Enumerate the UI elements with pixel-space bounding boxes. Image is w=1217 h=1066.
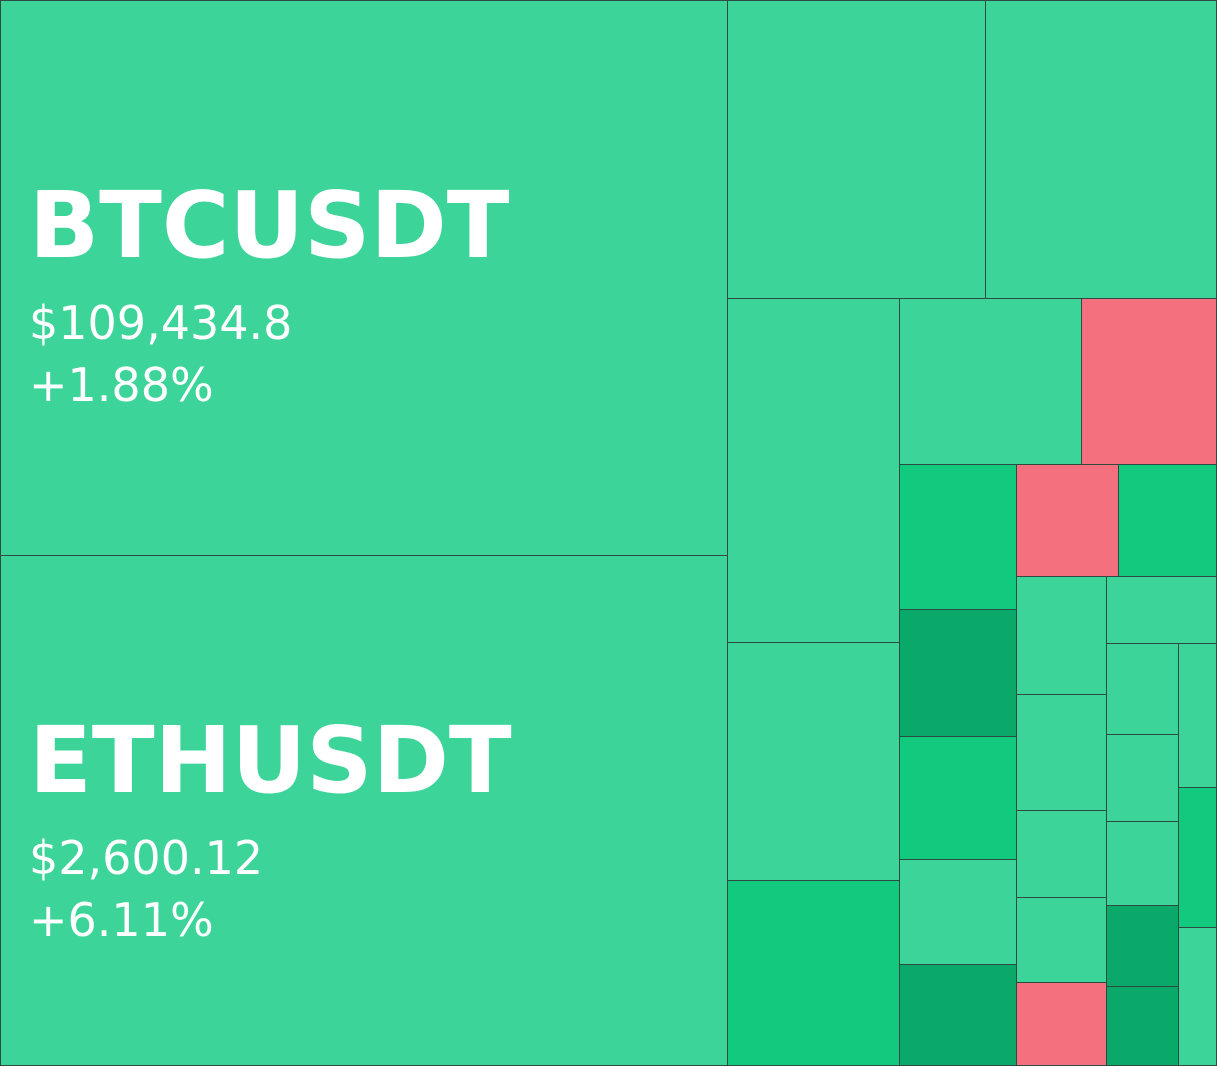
treemap-tile[interactable]: ETHUSDC$2,601.10+6.12% xyxy=(985,0,1217,299)
treemap-tile[interactable]: H YP xyxy=(1106,643,1179,735)
treemap-tile[interactable]: SK xyxy=(1106,986,1179,1066)
treemap-tile[interactable]: S xyxy=(1106,905,1179,987)
treemap-tile[interactable]: ETHUSDT $2,600.12 +6.11% xyxy=(0,555,728,1066)
tile-price: $109,434.8 xyxy=(29,296,293,350)
treemap-tile[interactable]: WIFU$0.9289+14.98% xyxy=(899,736,1017,860)
treemap-tile[interactable]: DOGEUSDT$0.17445+8.05% xyxy=(899,298,1082,465)
tile-price: $2,600.12 xyxy=(29,831,264,885)
treemap-tile[interactable]: AAV EUS xyxy=(1016,810,1107,898)
treemap-tile[interactable]: MOOD$0.19+42.15% xyxy=(899,609,1017,737)
treemap-tile[interactable]: BTCUSDT $109,434.8 +1.88% xyxy=(0,0,728,556)
treemap-tile[interactable]: LI N xyxy=(1106,734,1179,822)
treemap-tile[interactable]: AVAXU xyxy=(1106,576,1217,644)
treemap-tile[interactable] xyxy=(1178,643,1217,788)
treemap-tile[interactable]: 1000PEPEUS...$0.0106671+12.30% xyxy=(727,880,900,1066)
tile-symbol: BTCUSDT xyxy=(29,172,510,279)
tile-change: +6.11% xyxy=(29,893,214,947)
treemap-tile[interactable]: XR PU xyxy=(1106,821,1179,906)
treemap-tile[interactable]: BCH xyxy=(1016,982,1107,1066)
treemap-tile[interactable]: HFTU SDT xyxy=(1016,464,1119,577)
tile-symbol: ETHUSDT xyxy=(29,707,512,814)
treemap-tile[interactable]: PEN GUU SDT xyxy=(1016,576,1107,695)
treemap-tile[interactable]: ADAUS DT xyxy=(899,859,1017,965)
treemap-tile[interactable]: HUSDT$0.07360-9.72% xyxy=(1081,298,1217,465)
treemap-tile[interactable]: BTCUSDC$109,478.1+1.90% xyxy=(727,298,900,643)
treemap-tile[interactable]: SOLUSDT$155.52+4.03% xyxy=(727,0,986,299)
treemap-tile[interactable]: UNI USD xyxy=(1016,897,1107,983)
treemap-tile[interactable]: SOL USD C xyxy=(1016,694,1107,811)
treemap-tile[interactable]: NEIROU SDT xyxy=(899,964,1017,1066)
tile-change: +1.88% xyxy=(29,358,214,412)
treemap-tile[interactable] xyxy=(1178,787,1217,928)
treemap-tile[interactable]: XRPUSDT$2.2806+3.86% xyxy=(727,642,900,881)
treemap-tile[interactable] xyxy=(1178,927,1217,1066)
treemap-tile[interactable]: FART COIN USDT xyxy=(1118,464,1217,577)
treemap-tile[interactable]: SUIU...$3.0564+11.85% xyxy=(899,464,1017,610)
